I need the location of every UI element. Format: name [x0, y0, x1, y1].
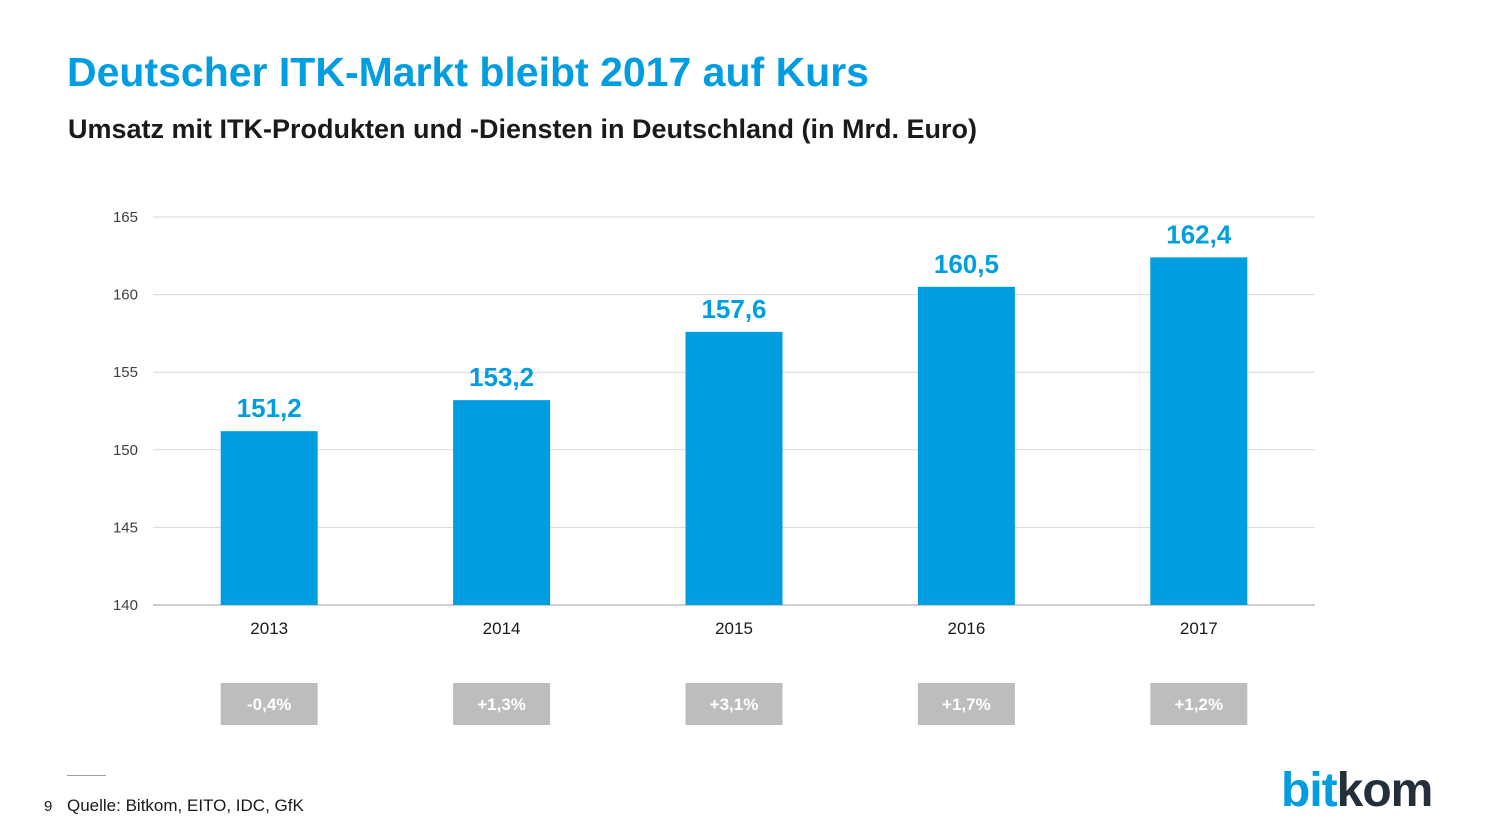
bar-2014: [453, 400, 551, 605]
y-tick-label: 145: [113, 519, 138, 536]
bars: [220, 257, 1248, 605]
x-tick-label-2016: 2016: [947, 619, 985, 638]
x-tick-label-2014: 2014: [483, 619, 521, 638]
value-label-2017: 162,4: [1166, 219, 1232, 249]
page-number: 9: [44, 798, 53, 815]
growth-badges: -0,4% +1,3% +3,1% +1,7% +1,2%: [220, 683, 1248, 725]
growth-badge-2016: [917, 683, 1015, 725]
page-title: Deutscher ITK-Markt bleibt 2017 auf Kurs: [67, 49, 869, 95]
bar-2017: [1150, 257, 1248, 605]
value-label-2015: 157,6: [701, 294, 766, 324]
bar-2013: [220, 431, 318, 605]
growth-label-2014: +1,3%: [477, 695, 526, 714]
y-axis-ticks: 140 145 150 155 160 165: [113, 209, 138, 614]
x-tick-label-2017: 2017: [1180, 619, 1218, 638]
growth-badge-2017: [1150, 683, 1248, 725]
bar-2016: [917, 286, 1015, 605]
y-tick-label: 150: [113, 442, 138, 459]
growth-badge-2013: [220, 683, 318, 725]
value-labels: 151,2 153,2 157,6 160,5 162,4: [237, 219, 1232, 423]
value-label-2014: 153,2: [469, 362, 534, 392]
page-subtitle: Umsatz mit ITK-Produkten und -Diensten i…: [68, 114, 978, 144]
value-label-2013: 151,2: [237, 393, 302, 423]
bar-2015: [685, 331, 783, 605]
growth-label-2017: +1,2%: [1174, 695, 1223, 714]
growth-badge-2014: [453, 683, 551, 725]
logo-text-kom: kom: [1336, 764, 1434, 817]
logo-text-bit: bit: [1281, 764, 1338, 817]
growth-label-2015: +3,1%: [710, 695, 759, 714]
growth-label-2013: -0,4%: [247, 695, 291, 714]
y-tick-label: 160: [113, 287, 138, 304]
source-note: Quelle: Bitkom, EITO, IDC, GfK: [67, 796, 304, 815]
x-tick-label-2015: 2015: [715, 619, 753, 638]
value-label-2016: 160,5: [934, 249, 999, 279]
footer-divider: [67, 775, 106, 776]
x-axis-ticks: 2013 2014 2015 2016 2017: [250, 619, 1217, 638]
bitkom-logo: bitkom: [1281, 764, 1434, 817]
y-tick-label: 140: [113, 597, 138, 614]
growth-label-2016: +1,7%: [942, 695, 991, 714]
growth-badge-2015: [685, 683, 783, 725]
x-tick-label-2013: 2013: [250, 619, 288, 638]
y-tick-label: 165: [113, 209, 138, 226]
y-tick-label: 155: [113, 364, 138, 381]
